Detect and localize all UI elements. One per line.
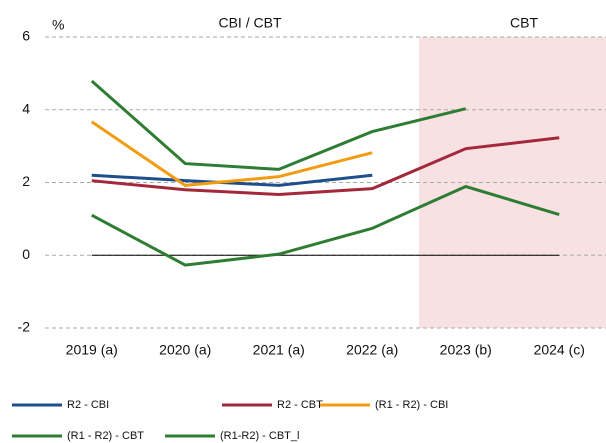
- shaded-region: [419, 37, 606, 328]
- x-tick-label: 2023 (b): [440, 342, 492, 358]
- series-line: [91, 184, 560, 267]
- legend-label: R2 - CBT: [277, 399, 323, 411]
- y-tick-label: 4: [22, 100, 30, 116]
- annotation: CBT: [510, 15, 538, 31]
- legend-label: R2 - CBI: [67, 399, 109, 411]
- y-tick-label: -2: [18, 319, 31, 335]
- x-tick-label: 2020 (a): [159, 342, 211, 358]
- x-tick-label: 2024 (c): [534, 342, 585, 358]
- y-tick-label: 0: [22, 246, 30, 262]
- series-line: [91, 136, 560, 197]
- annotation: CBI / CBT: [218, 15, 281, 31]
- y-tick-label: 2: [22, 173, 30, 189]
- series-line: [91, 173, 373, 187]
- y-tick-label: 6: [22, 28, 30, 44]
- series-line: [90, 120, 373, 187]
- legend-label: (R1 - R2) - CBT: [67, 430, 144, 442]
- x-tick-label: 2022 (a): [346, 342, 398, 358]
- legend-label: (R1-R2) - CBT_l: [220, 430, 299, 442]
- x-tick-label: 2021 (a): [253, 342, 305, 358]
- x-tick-label: 2019 (a): [66, 342, 118, 358]
- y-axis-label: %: [52, 17, 64, 33]
- series-line: [90, 79, 467, 171]
- legend-label: (R1 - R2) - CBI: [375, 399, 448, 411]
